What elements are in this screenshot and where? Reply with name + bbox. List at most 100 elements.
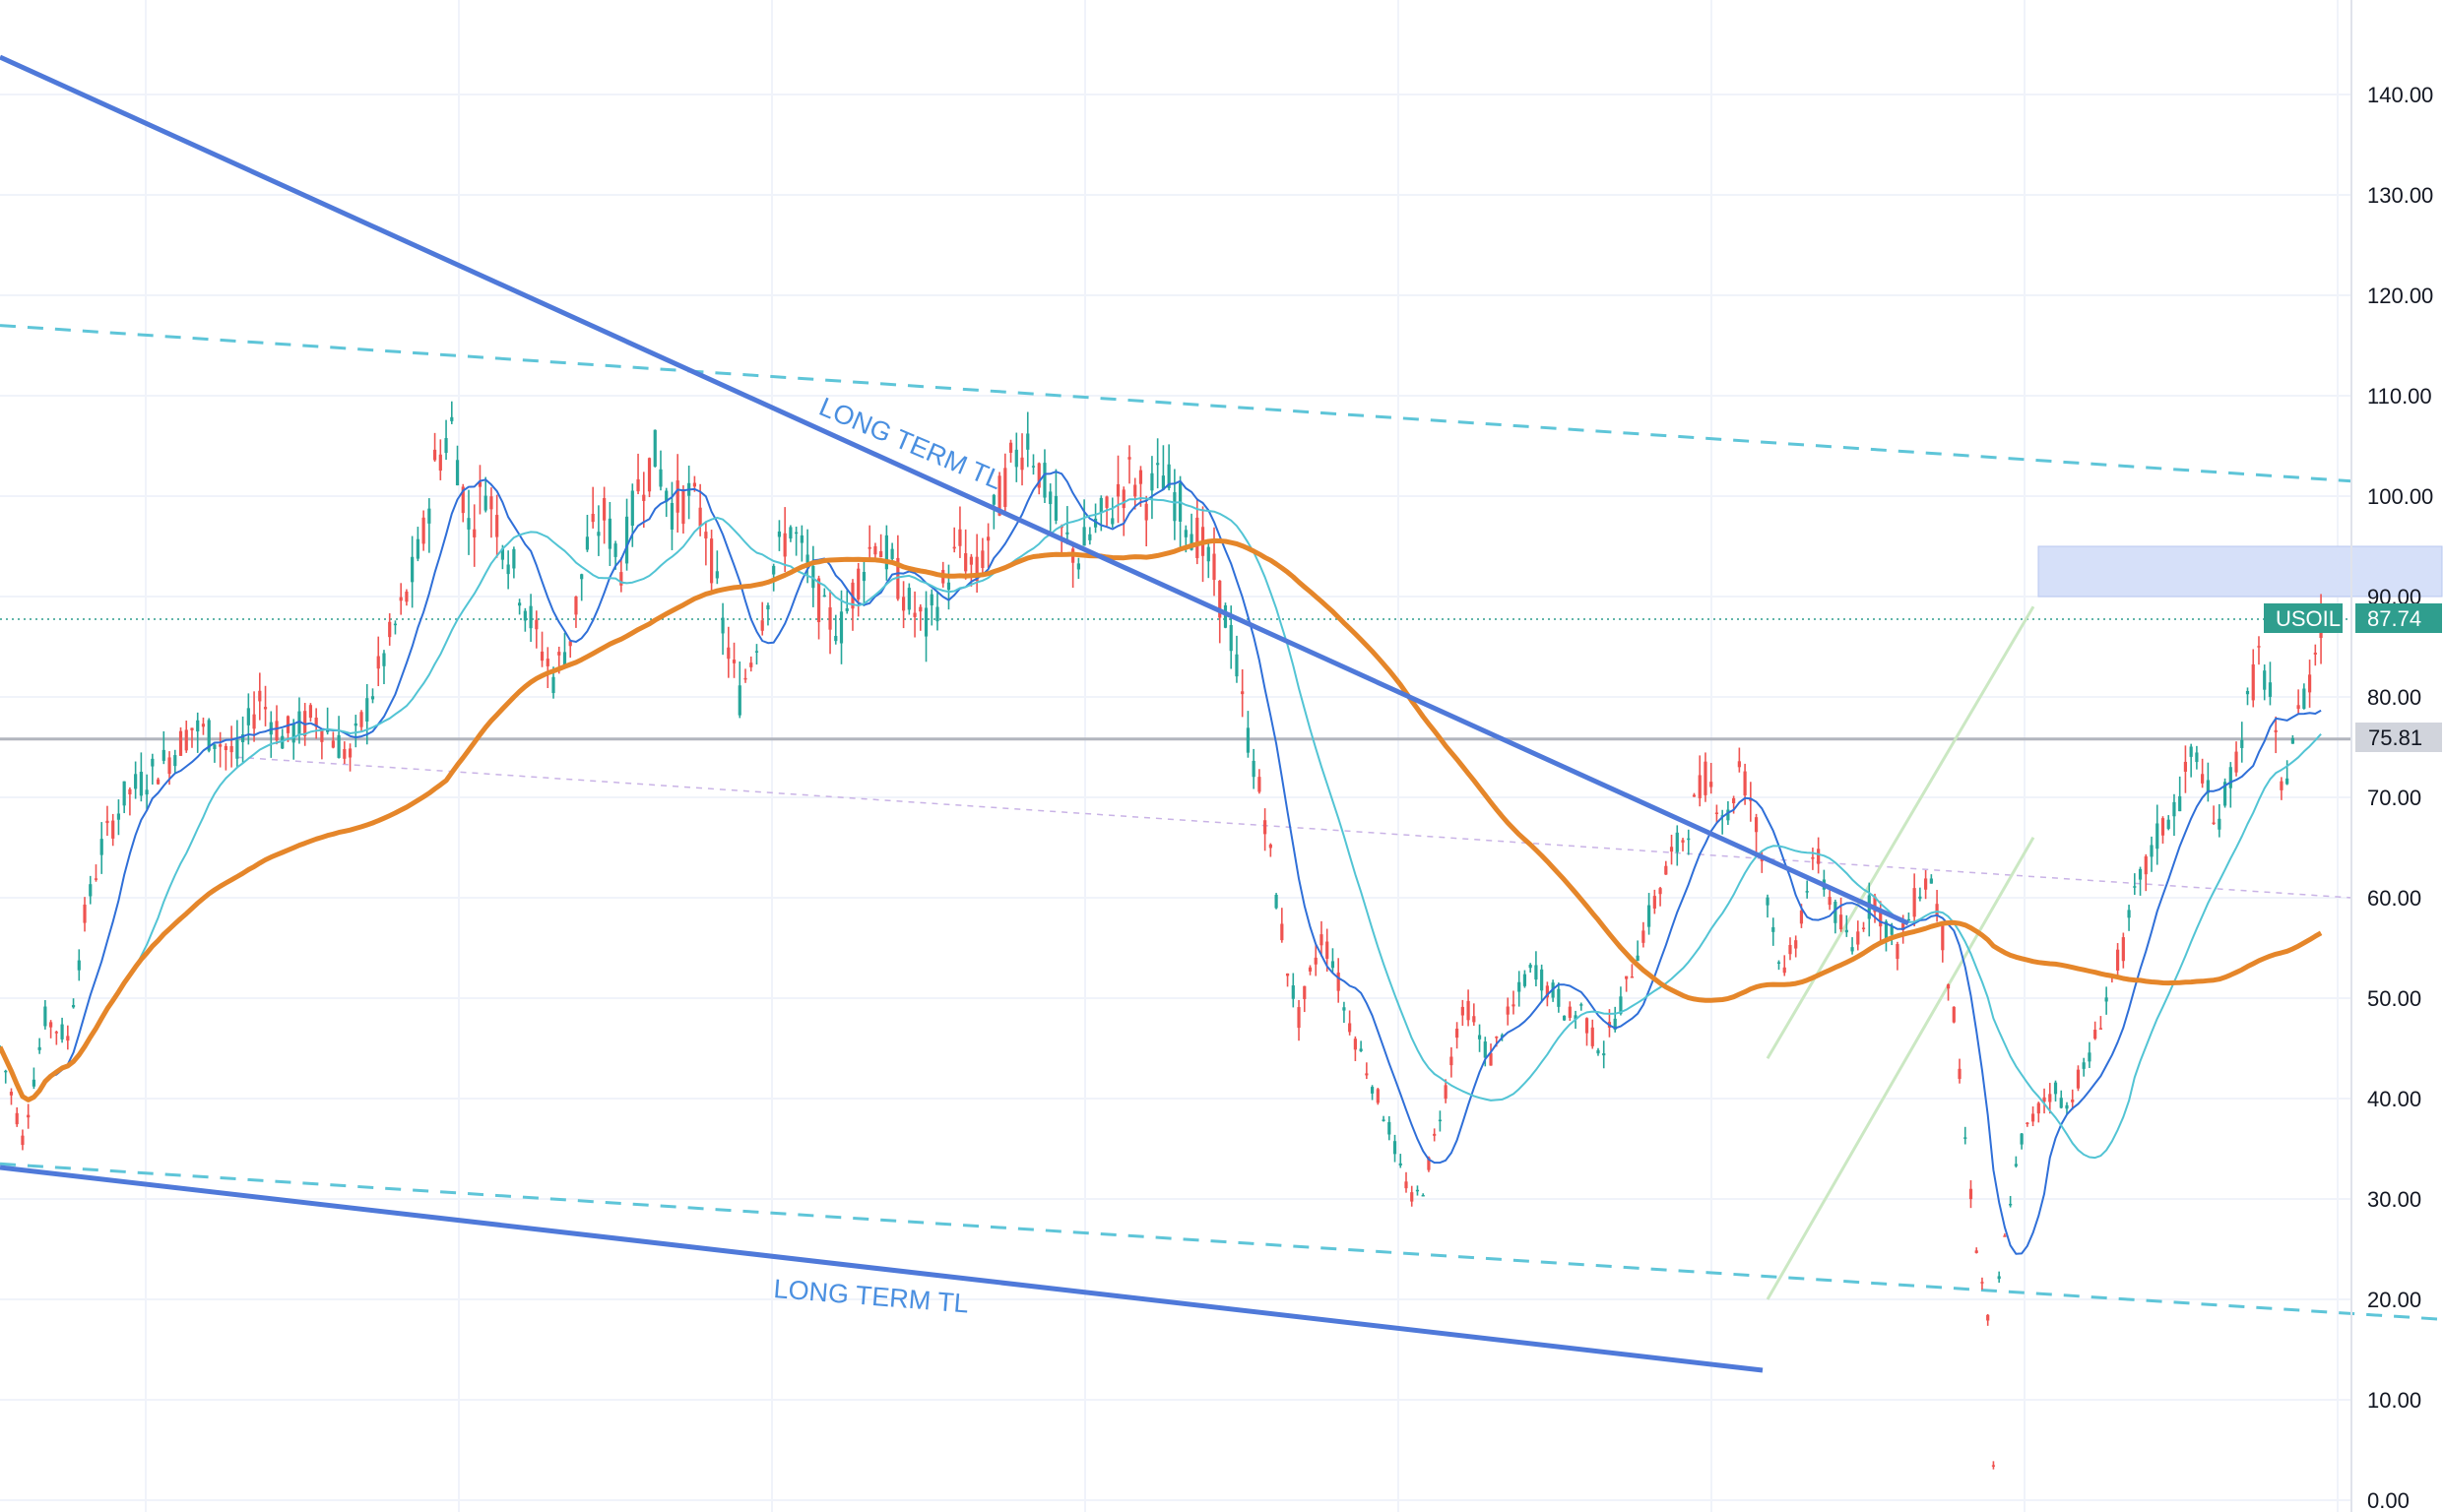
candle-body bbox=[890, 548, 894, 559]
candle-body bbox=[2166, 819, 2170, 829]
candle-body bbox=[2030, 1113, 2035, 1122]
candle-body bbox=[2048, 1094, 2052, 1102]
candle-body bbox=[1974, 1250, 1978, 1253]
candle-body bbox=[308, 705, 313, 719]
candle-body bbox=[331, 740, 335, 748]
y-tick-label: 20.00 bbox=[2367, 1288, 2421, 1312]
candle-body bbox=[1737, 761, 1741, 768]
candle-body bbox=[2014, 1164, 2018, 1166]
candle-body bbox=[1799, 910, 1804, 924]
candle-body bbox=[805, 554, 809, 563]
candle-body bbox=[1489, 1052, 1493, 1066]
candle-body bbox=[591, 513, 595, 523]
candle-body bbox=[1008, 442, 1013, 453]
candle-body bbox=[1404, 1181, 1408, 1189]
candle-body bbox=[405, 591, 409, 602]
candle-body bbox=[1540, 969, 1544, 991]
candle-body bbox=[557, 652, 561, 656]
candle-series bbox=[0, 401, 2323, 1470]
candle-body bbox=[201, 724, 206, 727]
candle-body bbox=[721, 617, 725, 634]
candle-body bbox=[1726, 809, 1730, 821]
candle-body bbox=[173, 755, 177, 767]
candle-body bbox=[1879, 910, 1883, 927]
candle-body bbox=[1291, 985, 1295, 999]
candle-body bbox=[388, 621, 392, 638]
candle-body bbox=[21, 1135, 25, 1146]
candle-body bbox=[1850, 947, 1854, 952]
candle-body bbox=[884, 535, 888, 570]
candle-body bbox=[241, 734, 245, 742]
candle-body bbox=[1771, 926, 1775, 932]
candle-body bbox=[2155, 823, 2159, 850]
candle-body bbox=[1602, 1053, 1606, 1056]
candle-body bbox=[1026, 433, 1030, 450]
candle-body bbox=[1811, 856, 1815, 859]
candle-body bbox=[1105, 496, 1109, 508]
candle-body bbox=[1274, 894, 1278, 909]
candle-body bbox=[156, 779, 161, 785]
candle-body bbox=[1268, 844, 1272, 849]
candle-body bbox=[1652, 896, 1656, 909]
candle-body bbox=[1257, 777, 1261, 792]
candle-body bbox=[258, 690, 262, 702]
candle-body bbox=[1246, 727, 1251, 753]
candle-body bbox=[1003, 468, 1007, 507]
candle-body bbox=[670, 502, 675, 530]
candle-body bbox=[89, 884, 93, 897]
symbol-badge-bg bbox=[2264, 603, 2343, 633]
candle-body bbox=[1483, 1041, 1487, 1058]
candle-body bbox=[1088, 534, 1092, 540]
candle-body bbox=[743, 677, 747, 680]
candle-body bbox=[930, 594, 933, 606]
candle-body bbox=[597, 532, 601, 536]
candle-body bbox=[636, 478, 640, 492]
y-tick-label: 130.00 bbox=[2367, 183, 2433, 208]
candle-body bbox=[1861, 927, 1866, 929]
candle-body bbox=[1076, 563, 1080, 570]
candle-body bbox=[1150, 472, 1154, 491]
candle-body bbox=[1896, 944, 1899, 960]
candle-body bbox=[43, 1006, 47, 1027]
candle-body bbox=[946, 582, 951, 591]
candle-body bbox=[1190, 534, 1193, 550]
candle-body bbox=[2093, 1030, 2097, 1040]
candle-body bbox=[2222, 782, 2227, 806]
y-tick-label: 0.00 bbox=[2367, 1488, 2410, 1512]
candle-body bbox=[1619, 996, 1623, 1014]
y-tick-label: 80.00 bbox=[2367, 685, 2421, 710]
candle-body bbox=[692, 482, 696, 487]
candle-body bbox=[1534, 965, 1538, 980]
candle-body bbox=[83, 904, 87, 923]
candle-body bbox=[2059, 1098, 2063, 1108]
candle-body bbox=[523, 610, 527, 621]
price-axis[interactable]: 0.00 10.00 20.00 30.00 40.00 50.00 60.00 70.00 8… bbox=[2350, 0, 2433, 1512]
candle-body bbox=[845, 607, 849, 611]
candle-body bbox=[647, 458, 652, 492]
candle-body bbox=[2053, 1082, 2058, 1095]
candle-body bbox=[116, 813, 121, 820]
candle-body bbox=[2116, 949, 2120, 971]
candle-body bbox=[1805, 891, 1809, 893]
candle-body bbox=[907, 588, 911, 610]
candle-body bbox=[1252, 760, 1255, 778]
candle-body bbox=[816, 578, 821, 623]
candle-body bbox=[1828, 897, 1832, 906]
candle-body bbox=[71, 1005, 76, 1008]
candle-body bbox=[630, 490, 634, 527]
y-tick-label: 70.00 bbox=[2367, 786, 2421, 810]
candle-body bbox=[1692, 794, 1697, 797]
candle-body bbox=[1766, 897, 1769, 906]
candle-body bbox=[935, 606, 939, 622]
candle-body bbox=[2280, 781, 2283, 790]
candle-body bbox=[2098, 1028, 2102, 1030]
y-tick-label: 140.00 bbox=[2367, 83, 2433, 107]
long-term-trendline-upper bbox=[0, 54, 1910, 926]
candle-body bbox=[1116, 483, 1121, 497]
candle-body bbox=[500, 548, 505, 560]
candle-body bbox=[2003, 1235, 2007, 1237]
candle-body bbox=[760, 620, 764, 631]
candle-body bbox=[1844, 929, 1848, 933]
candle-body bbox=[348, 748, 353, 758]
